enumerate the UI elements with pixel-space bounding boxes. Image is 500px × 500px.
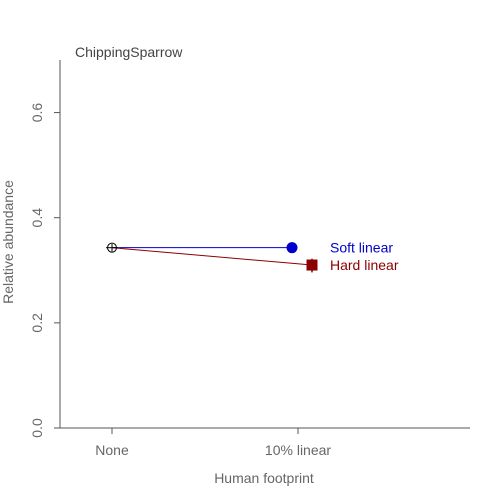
- axes: [59, 60, 470, 429]
- series-lines: [111, 247, 313, 266]
- baseline-point: [107, 242, 117, 253]
- error-bars: [106, 244, 313, 273]
- data-points: [107, 242, 318, 271]
- data-point: [286, 242, 298, 254]
- y-tick-label: 0.6: [29, 103, 45, 123]
- series-line: [111, 247, 313, 266]
- x-tick-label: 10% linear: [265, 442, 331, 458]
- x-ticks: None 10% linear: [95, 428, 331, 458]
- x-axis-label: Human footprint: [214, 470, 314, 486]
- x-tick-label: None: [95, 442, 129, 458]
- chart-title: ChippingSparrow: [75, 44, 183, 60]
- y-tick-label: 0.4: [29, 208, 45, 228]
- y-tick-label: 0.2: [29, 313, 45, 333]
- series-label: Soft linear: [330, 240, 393, 256]
- series-label: Hard linear: [330, 257, 399, 273]
- y-tick-label: 0.0: [29, 418, 45, 438]
- data-point: [306, 259, 318, 271]
- y-axis-label: Relative abundance: [0, 180, 16, 304]
- y-ticks: 0.0 0.2 0.4 0.6: [29, 103, 60, 438]
